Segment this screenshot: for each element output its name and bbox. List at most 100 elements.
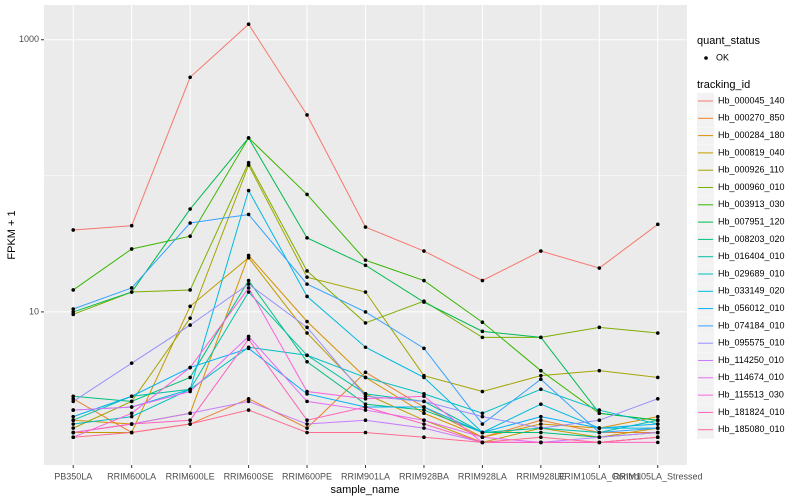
data-point	[129, 422, 134, 426]
data-point	[246, 337, 251, 342]
data-point	[422, 405, 426, 409]
x-tick-label: RRIM600LA	[107, 471, 156, 481]
data-point	[71, 394, 76, 399]
x-tick-label: RRIM928LE	[516, 471, 565, 481]
data-point	[188, 422, 192, 426]
data-point	[539, 426, 543, 430]
data-point	[597, 408, 602, 412]
data-point	[422, 435, 426, 440]
data-point	[246, 136, 251, 140]
legend-label: OK	[716, 52, 729, 62]
data-point	[480, 440, 485, 445]
data-point	[305, 418, 309, 423]
data-point	[480, 435, 485, 440]
data-point	[305, 389, 309, 394]
data-point	[539, 373, 543, 378]
y-tick-label: 10	[29, 306, 39, 316]
data-point	[188, 304, 192, 309]
data-point	[246, 346, 251, 351]
legend-label: Hb_056012_010	[718, 303, 785, 313]
data-point	[655, 331, 660, 335]
data-point	[480, 430, 485, 435]
data-point	[597, 368, 602, 373]
x-tick-label: RRIM600PE	[282, 471, 332, 481]
data-point	[363, 258, 368, 262]
legend-label: Hb_185080_010	[718, 424, 785, 434]
legend-label: Hb_074184_010	[718, 320, 785, 330]
data-point	[363, 370, 368, 375]
data-point	[539, 418, 543, 423]
data-point	[539, 422, 543, 426]
data-point	[71, 399, 76, 404]
data-point	[129, 430, 134, 435]
data-point	[422, 411, 426, 416]
data-point	[363, 263, 368, 268]
x-tick-label: RRIM600SE	[224, 471, 274, 481]
legend-label: Hb_003913_030	[718, 199, 785, 209]
data-point	[363, 396, 368, 401]
data-point	[129, 411, 134, 416]
data-point	[422, 422, 426, 426]
data-point	[422, 300, 426, 304]
data-point	[422, 399, 426, 404]
data-point	[363, 402, 368, 406]
data-point	[188, 411, 192, 416]
data-point	[188, 316, 192, 320]
data-point	[129, 361, 134, 365]
data-point	[539, 377, 543, 382]
data-point	[655, 396, 660, 401]
data-point	[422, 426, 426, 430]
legend-label: Hb_115513_030	[718, 389, 784, 399]
data-point	[363, 394, 368, 399]
data-point	[539, 435, 543, 440]
data-point	[655, 418, 660, 423]
data-point	[129, 223, 134, 228]
data-point	[655, 440, 660, 445]
data-point	[71, 418, 76, 423]
legend-point	[704, 56, 708, 60]
x-tick-label: RRIM105LA_Stressed	[613, 471, 703, 481]
legend-label: Hb_000045_140	[718, 95, 785, 105]
legend-label: Hb_008203_020	[718, 234, 785, 244]
data-point	[597, 430, 602, 435]
data-point	[129, 290, 134, 294]
data-point	[71, 307, 76, 311]
data-point	[188, 375, 192, 380]
data-point	[655, 435, 660, 440]
data-point	[188, 221, 192, 225]
data-point	[129, 394, 134, 399]
data-point	[305, 353, 309, 358]
data-point	[597, 435, 602, 440]
legend-label: Hb_114674_010	[718, 372, 784, 382]
legend-label: Hb_095575_010	[718, 338, 785, 348]
data-point	[188, 234, 192, 239]
data-point	[363, 430, 368, 435]
data-point	[305, 236, 309, 240]
data-point	[422, 249, 426, 253]
legend-title: tracking_id	[697, 79, 750, 91]
data-point	[539, 430, 543, 435]
x-tick-label: RRIM928BA	[399, 471, 449, 481]
data-point	[480, 329, 485, 334]
data-point	[305, 399, 309, 404]
legend-label: Hb_016404_010	[718, 251, 785, 261]
data-point	[655, 375, 660, 380]
data-point	[480, 278, 485, 283]
legend-label: Hb_114250_010	[718, 355, 784, 365]
legend-label: Hb_000284_180	[718, 130, 785, 140]
legend-label: Hb_029689_010	[718, 268, 785, 278]
data-point	[597, 426, 602, 430]
data-point	[246, 399, 251, 404]
x-tick-label: RRIM600LE	[166, 471, 215, 481]
data-point	[363, 310, 368, 314]
data-point	[305, 430, 309, 435]
data-point	[539, 414, 543, 419]
data-point	[246, 22, 251, 27]
legend-label: Hb_000960_010	[718, 182, 785, 192]
data-point	[539, 440, 543, 445]
legend-label: Hb_033149_020	[718, 286, 785, 296]
x-tick-label: RRIM105LA_Control	[558, 471, 641, 481]
data-point	[246, 334, 251, 339]
legend-label: Hb_000819_040	[718, 147, 785, 157]
